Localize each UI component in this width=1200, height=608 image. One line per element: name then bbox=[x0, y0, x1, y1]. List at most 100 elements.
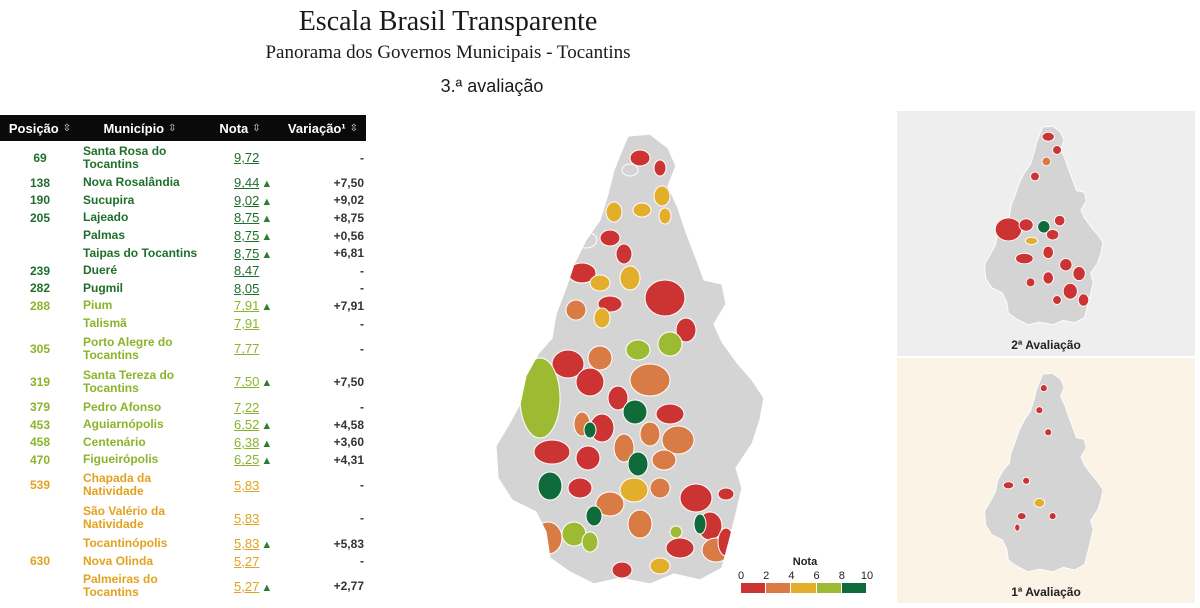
municipality-region[interactable] bbox=[665, 537, 695, 559]
grade-link[interactable]: 6,38 bbox=[234, 434, 260, 450]
municipality-region[interactable] bbox=[653, 159, 667, 177]
row-grade[interactable]: 8,75 ▲ bbox=[200, 228, 280, 243]
row-grade[interactable]: 7,22 bbox=[200, 400, 280, 415]
municipality-region[interactable] bbox=[657, 331, 683, 357]
sort-position-header[interactable]: Posição ⇳ bbox=[0, 121, 80, 136]
first-evaluation-panel[interactable]: 1ª Avaliação bbox=[897, 358, 1195, 603]
grade-link[interactable]: 5,83 bbox=[234, 536, 260, 552]
row-grade[interactable]: 5,27 bbox=[200, 554, 280, 569]
sort-variation-header[interactable]: Variação¹ ⇳ bbox=[280, 121, 366, 136]
row-municipality[interactable]: Dueré bbox=[83, 263, 118, 278]
municipality-region[interactable] bbox=[625, 339, 651, 361]
row-grade[interactable]: 6,38 ▲ bbox=[200, 435, 280, 450]
table-row[interactable]: Tocantinópolis 5,83 ▲ +5,83 bbox=[0, 535, 366, 553]
municipality-region[interactable] bbox=[611, 561, 633, 579]
municipality-region[interactable] bbox=[693, 513, 707, 535]
municipality-region[interactable] bbox=[655, 403, 685, 425]
row-municipality[interactable]: Santa Tereza do Tocantins bbox=[83, 367, 175, 395]
grade-link[interactable]: 5,83 bbox=[234, 477, 260, 493]
row-grade[interactable]: 7,50 ▲ bbox=[200, 374, 280, 389]
row-grade[interactable]: 6,25 ▲ bbox=[200, 452, 280, 467]
row-grade[interactable]: 9,44 ▲ bbox=[200, 175, 280, 190]
grade-link[interactable]: 9,72 bbox=[234, 150, 260, 165]
row-municipality[interactable]: Pedro Afonso bbox=[83, 399, 162, 414]
grade-link[interactable]: 5,83 bbox=[234, 510, 260, 526]
grade-link[interactable]: 8,75 bbox=[234, 245, 260, 261]
row-grade[interactable]: 6,52 ▲ bbox=[200, 417, 280, 432]
row-grade[interactable]: 8,47 bbox=[200, 263, 280, 278]
municipality-region[interactable] bbox=[644, 279, 686, 317]
row-municipality[interactable]: Aguiarnópolis bbox=[83, 417, 164, 432]
tocantins-map[interactable] bbox=[490, 128, 780, 588]
row-grade[interactable]: 5,83 bbox=[200, 478, 280, 493]
row-grade[interactable]: 9,72 bbox=[200, 150, 280, 165]
municipality-region[interactable] bbox=[622, 399, 648, 425]
municipality-region[interactable] bbox=[669, 525, 683, 539]
grade-link[interactable]: 8,75 bbox=[234, 228, 260, 244]
table-row[interactable]: Palmeiras do Tocantins 5,27 ▲ +2,77 bbox=[0, 570, 366, 603]
row-municipality[interactable]: Pugmil bbox=[83, 280, 124, 295]
municipality-region[interactable] bbox=[627, 509, 653, 539]
municipality-region[interactable] bbox=[551, 349, 585, 379]
municipality-region[interactable] bbox=[619, 265, 641, 291]
table-row[interactable]: Palmas 8,75 ▲ +0,56 bbox=[0, 227, 366, 245]
municipality-region[interactable] bbox=[572, 231, 598, 249]
table-row[interactable]: 630 Nova Olinda 5,27 - bbox=[0, 552, 366, 570]
grade-link[interactable]: 8,75 bbox=[234, 210, 260, 226]
table-row[interactable]: 305 Porto Alegre do Tocantins 7,77 - bbox=[0, 332, 366, 365]
grade-link[interactable]: 8,47 bbox=[234, 263, 260, 279]
table-row[interactable]: 205 Lajeado 8,75 ▲ +8,75 bbox=[0, 209, 366, 227]
municipality-region[interactable] bbox=[533, 521, 563, 555]
row-grade[interactable]: 7,91 ▲ bbox=[200, 298, 280, 313]
municipality-region[interactable] bbox=[717, 487, 735, 501]
row-municipality[interactable]: Sucupira bbox=[83, 192, 135, 207]
municipality-region[interactable] bbox=[533, 439, 571, 465]
grade-link[interactable]: 7,91 bbox=[234, 298, 260, 314]
table-row[interactable]: 190 Sucupira 9,02 ▲ +9,02 bbox=[0, 192, 366, 210]
grade-link[interactable]: 8,05 bbox=[234, 280, 260, 296]
row-municipality[interactable]: Talismã bbox=[83, 316, 127, 331]
table-row[interactable]: 288 Pium 7,91 ▲ +7,91 bbox=[0, 297, 366, 315]
row-grade[interactable]: 8,75 ▲ bbox=[200, 246, 280, 261]
row-municipality[interactable]: Nova Rosalândia bbox=[83, 175, 180, 190]
municipality-region[interactable] bbox=[661, 425, 695, 455]
table-row[interactable]: 539 Chapada da Natividade 5,83 - bbox=[0, 469, 366, 502]
municipality-region[interactable] bbox=[632, 202, 652, 218]
row-municipality[interactable]: Palmas bbox=[83, 228, 126, 243]
row-municipality[interactable]: Centenário bbox=[83, 434, 146, 449]
row-grade[interactable]: 5,83 bbox=[200, 511, 280, 526]
second-evaluation-panel[interactable]: 2ª Avaliação bbox=[897, 111, 1195, 356]
municipality-region[interactable] bbox=[567, 477, 593, 499]
municipality-region[interactable] bbox=[639, 421, 661, 447]
row-municipality[interactable]: Pium bbox=[83, 298, 113, 313]
grade-link[interactable]: 7,50 bbox=[234, 374, 260, 390]
row-municipality[interactable]: São Valério da Natividade bbox=[83, 504, 166, 532]
municipality-region[interactable] bbox=[583, 421, 597, 439]
grade-link[interactable]: 9,44 bbox=[234, 175, 260, 191]
municipality-region[interactable] bbox=[615, 243, 633, 265]
municipality-region[interactable] bbox=[613, 433, 635, 463]
grade-link[interactable]: 6,25 bbox=[234, 452, 260, 468]
grade-link[interactable]: 5,27 bbox=[234, 553, 260, 569]
row-grade[interactable]: 8,75 ▲ bbox=[200, 210, 280, 225]
municipality-region[interactable] bbox=[575, 445, 601, 471]
municipality-region[interactable] bbox=[653, 185, 671, 207]
municipality-region[interactable] bbox=[649, 557, 671, 575]
municipality-region[interactable] bbox=[679, 483, 713, 513]
municipality-region[interactable] bbox=[629, 363, 671, 397]
row-municipality[interactable]: Figueirópolis bbox=[83, 452, 159, 467]
table-row[interactable]: 319 Santa Tereza do Tocantins 7,50 ▲ +7,50 bbox=[0, 365, 366, 398]
row-municipality[interactable]: Palmeiras do Tocantins bbox=[83, 572, 158, 600]
row-grade[interactable]: 7,91 bbox=[200, 316, 280, 331]
row-grade[interactable]: 9,02 ▲ bbox=[200, 193, 280, 208]
municipality-region[interactable] bbox=[607, 385, 629, 411]
grade-link[interactable]: 5,27 bbox=[234, 578, 260, 594]
municipality-region[interactable] bbox=[587, 345, 613, 371]
table-row[interactable]: 470 Figueirópolis 6,25 ▲ +4,31 bbox=[0, 451, 366, 469]
municipality-region[interactable] bbox=[651, 449, 677, 471]
table-row[interactable]: 138 Nova Rosalândia 9,44 ▲ +7,50 bbox=[0, 174, 366, 192]
municipality-region[interactable] bbox=[581, 531, 599, 553]
row-municipality[interactable]: Porto Alegre do Tocantins bbox=[83, 334, 173, 362]
municipality-region[interactable] bbox=[621, 163, 639, 177]
table-row[interactable]: Talismã 7,91 - bbox=[0, 315, 366, 333]
